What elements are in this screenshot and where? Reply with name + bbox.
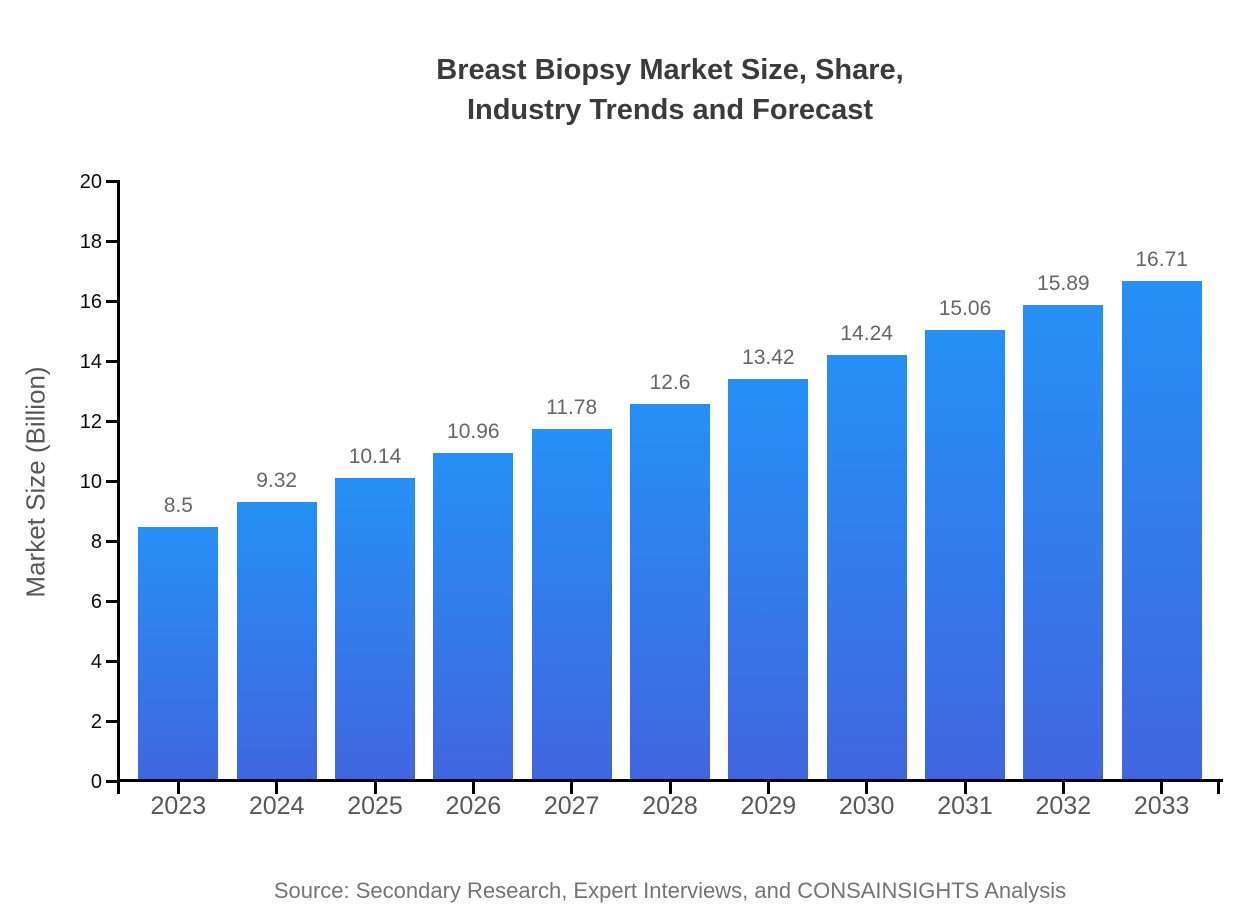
y-tick-label: 16 [79,291,102,313]
y-tick [106,180,118,183]
y-tick [106,540,118,543]
y-tick [106,660,118,663]
x-tick-label: 2031 [937,792,993,820]
bar-value-label: 8.5 [163,494,193,517]
source-text: Source: Secondary Research, Expert Inter… [273,878,1067,903]
x-tick [766,782,770,794]
bar-2028 [630,404,710,779]
y-tick-label: 2 [90,711,102,733]
y-tick [106,300,118,303]
bar-2030 [826,354,907,779]
y-tick [106,240,118,243]
y-tick [106,420,118,423]
y-tick [106,480,118,483]
x-tick [1061,782,1065,794]
bar-2031 [925,330,1005,779]
x-tick-label: 2029 [740,792,797,820]
y-tick [106,720,118,723]
x-tick-label: 2030 [838,792,895,820]
x-tick [570,782,574,794]
x-tick [471,782,475,794]
x-tick [963,782,967,794]
bar-2026 [433,453,514,779]
bar-value-label: 16.71 [1135,247,1188,271]
x-axis-line [117,779,1223,782]
bar-value-label: 15.89 [1037,272,1090,296]
y-tick-label: 12 [79,411,102,433]
bar-value-label: 10.96 [447,420,500,444]
y-tick-label: 10 [79,471,102,493]
y-tick [106,600,118,603]
y-axis-line [117,180,120,785]
y-tick-label: 6 [90,591,102,613]
bar-2024 [236,502,317,779]
x-tick [373,782,377,794]
y-tick [106,360,118,363]
x-tick-label: 2027 [543,792,600,820]
bar-2032 [1023,305,1104,779]
x-tick-label: 2028 [642,792,698,820]
x-tick-label: 2032 [1035,792,1092,820]
plot-area: 0 2 4 6 8 10 12 14 16 18 20 8.5 2023 9.32 2024 10.14 202… [80,171,1223,820]
bar-value-label: 13.42 [742,346,795,370]
y-tick-label: 18 [79,231,102,253]
y-tick-label: 0 [90,771,102,793]
bar-2025 [335,477,415,779]
y-tick-label: 4 [90,651,102,673]
x-tick [176,782,180,794]
x-tick [275,782,279,794]
bar-value-label: 14.24 [840,321,893,345]
chart-title-line-1: Breast Biopsy Market Size, Share, [436,54,904,86]
y-tick-label: 8 [90,531,102,553]
y-tick-label: 14 [79,351,102,373]
x-tick-label: 2023 [150,792,207,820]
y-tick-label: 20 [79,171,102,193]
chart-title-line-2: Industry Trends and Forecast [466,94,874,126]
bar-2033 [1121,280,1202,779]
x-tick-label: 2024 [248,792,305,820]
x-tick [1160,782,1164,794]
x-tick-label: 2025 [347,792,403,820]
y-axis-title: Market Size (Billion) [20,366,51,598]
y-tick [106,780,118,783]
x-axis-end-tick-left [117,782,120,794]
bar-value-label: 10.14 [348,444,402,468]
bar-value-label: 12.6 [649,371,691,394]
bar-value-label: 11.78 [546,395,598,419]
x-axis-end-tick-right [1217,782,1220,794]
bar-value-label: 15.06 [938,297,992,321]
bar-2029 [728,379,809,779]
x-tick [865,782,869,794]
chart-title: Breast Biopsy Market Size, Share, Indust… [120,50,1220,130]
bar-2023 [138,527,219,779]
bar-2027 [531,428,612,779]
x-tick [668,782,672,794]
x-tick-label: 2026 [445,792,502,820]
x-tick-label: 2033 [1133,792,1190,820]
bar-value-label: 9.32 [256,469,298,493]
